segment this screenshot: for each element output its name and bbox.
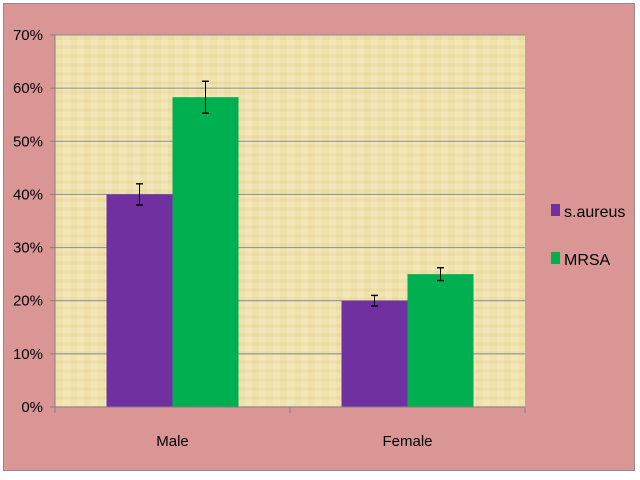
x-tick-label: Male [156, 433, 189, 450]
y-tick-label: 10% [13, 346, 43, 363]
y-tick-label: 70% [13, 27, 43, 44]
bar-s.aureus-Male [106, 194, 173, 407]
legend-label-MRSA: MRSA [564, 252, 611, 269]
legend-label-s.aureus: s.aureus [564, 204, 625, 221]
bar-s.aureus-Female [341, 300, 408, 407]
y-tick-label: 50% [13, 133, 43, 150]
y-tick-label: 60% [13, 80, 43, 97]
y-tick-label: 40% [13, 186, 43, 203]
x-axis-ticks: Male Female [156, 433, 432, 450]
y-tick-label: 0% [21, 399, 43, 416]
axes [50, 34, 526, 413]
bar-MRSA-Male [172, 97, 239, 408]
bar-MRSA-Female [407, 274, 474, 407]
y-tick-label: 30% [13, 240, 43, 257]
legend: s.aureus MRSA [551, 204, 625, 269]
error-bars [136, 80, 444, 307]
legend-swatch-s.aureus [551, 204, 560, 216]
legend-swatch-MRSA [551, 252, 560, 264]
bars [106, 97, 474, 408]
x-tick-label: Female [382, 433, 432, 450]
y-axis-ticks: 0% 10% 20% 30% 40% 50% 60% 70% [13, 27, 43, 416]
y-tick-label: 20% [13, 293, 43, 310]
